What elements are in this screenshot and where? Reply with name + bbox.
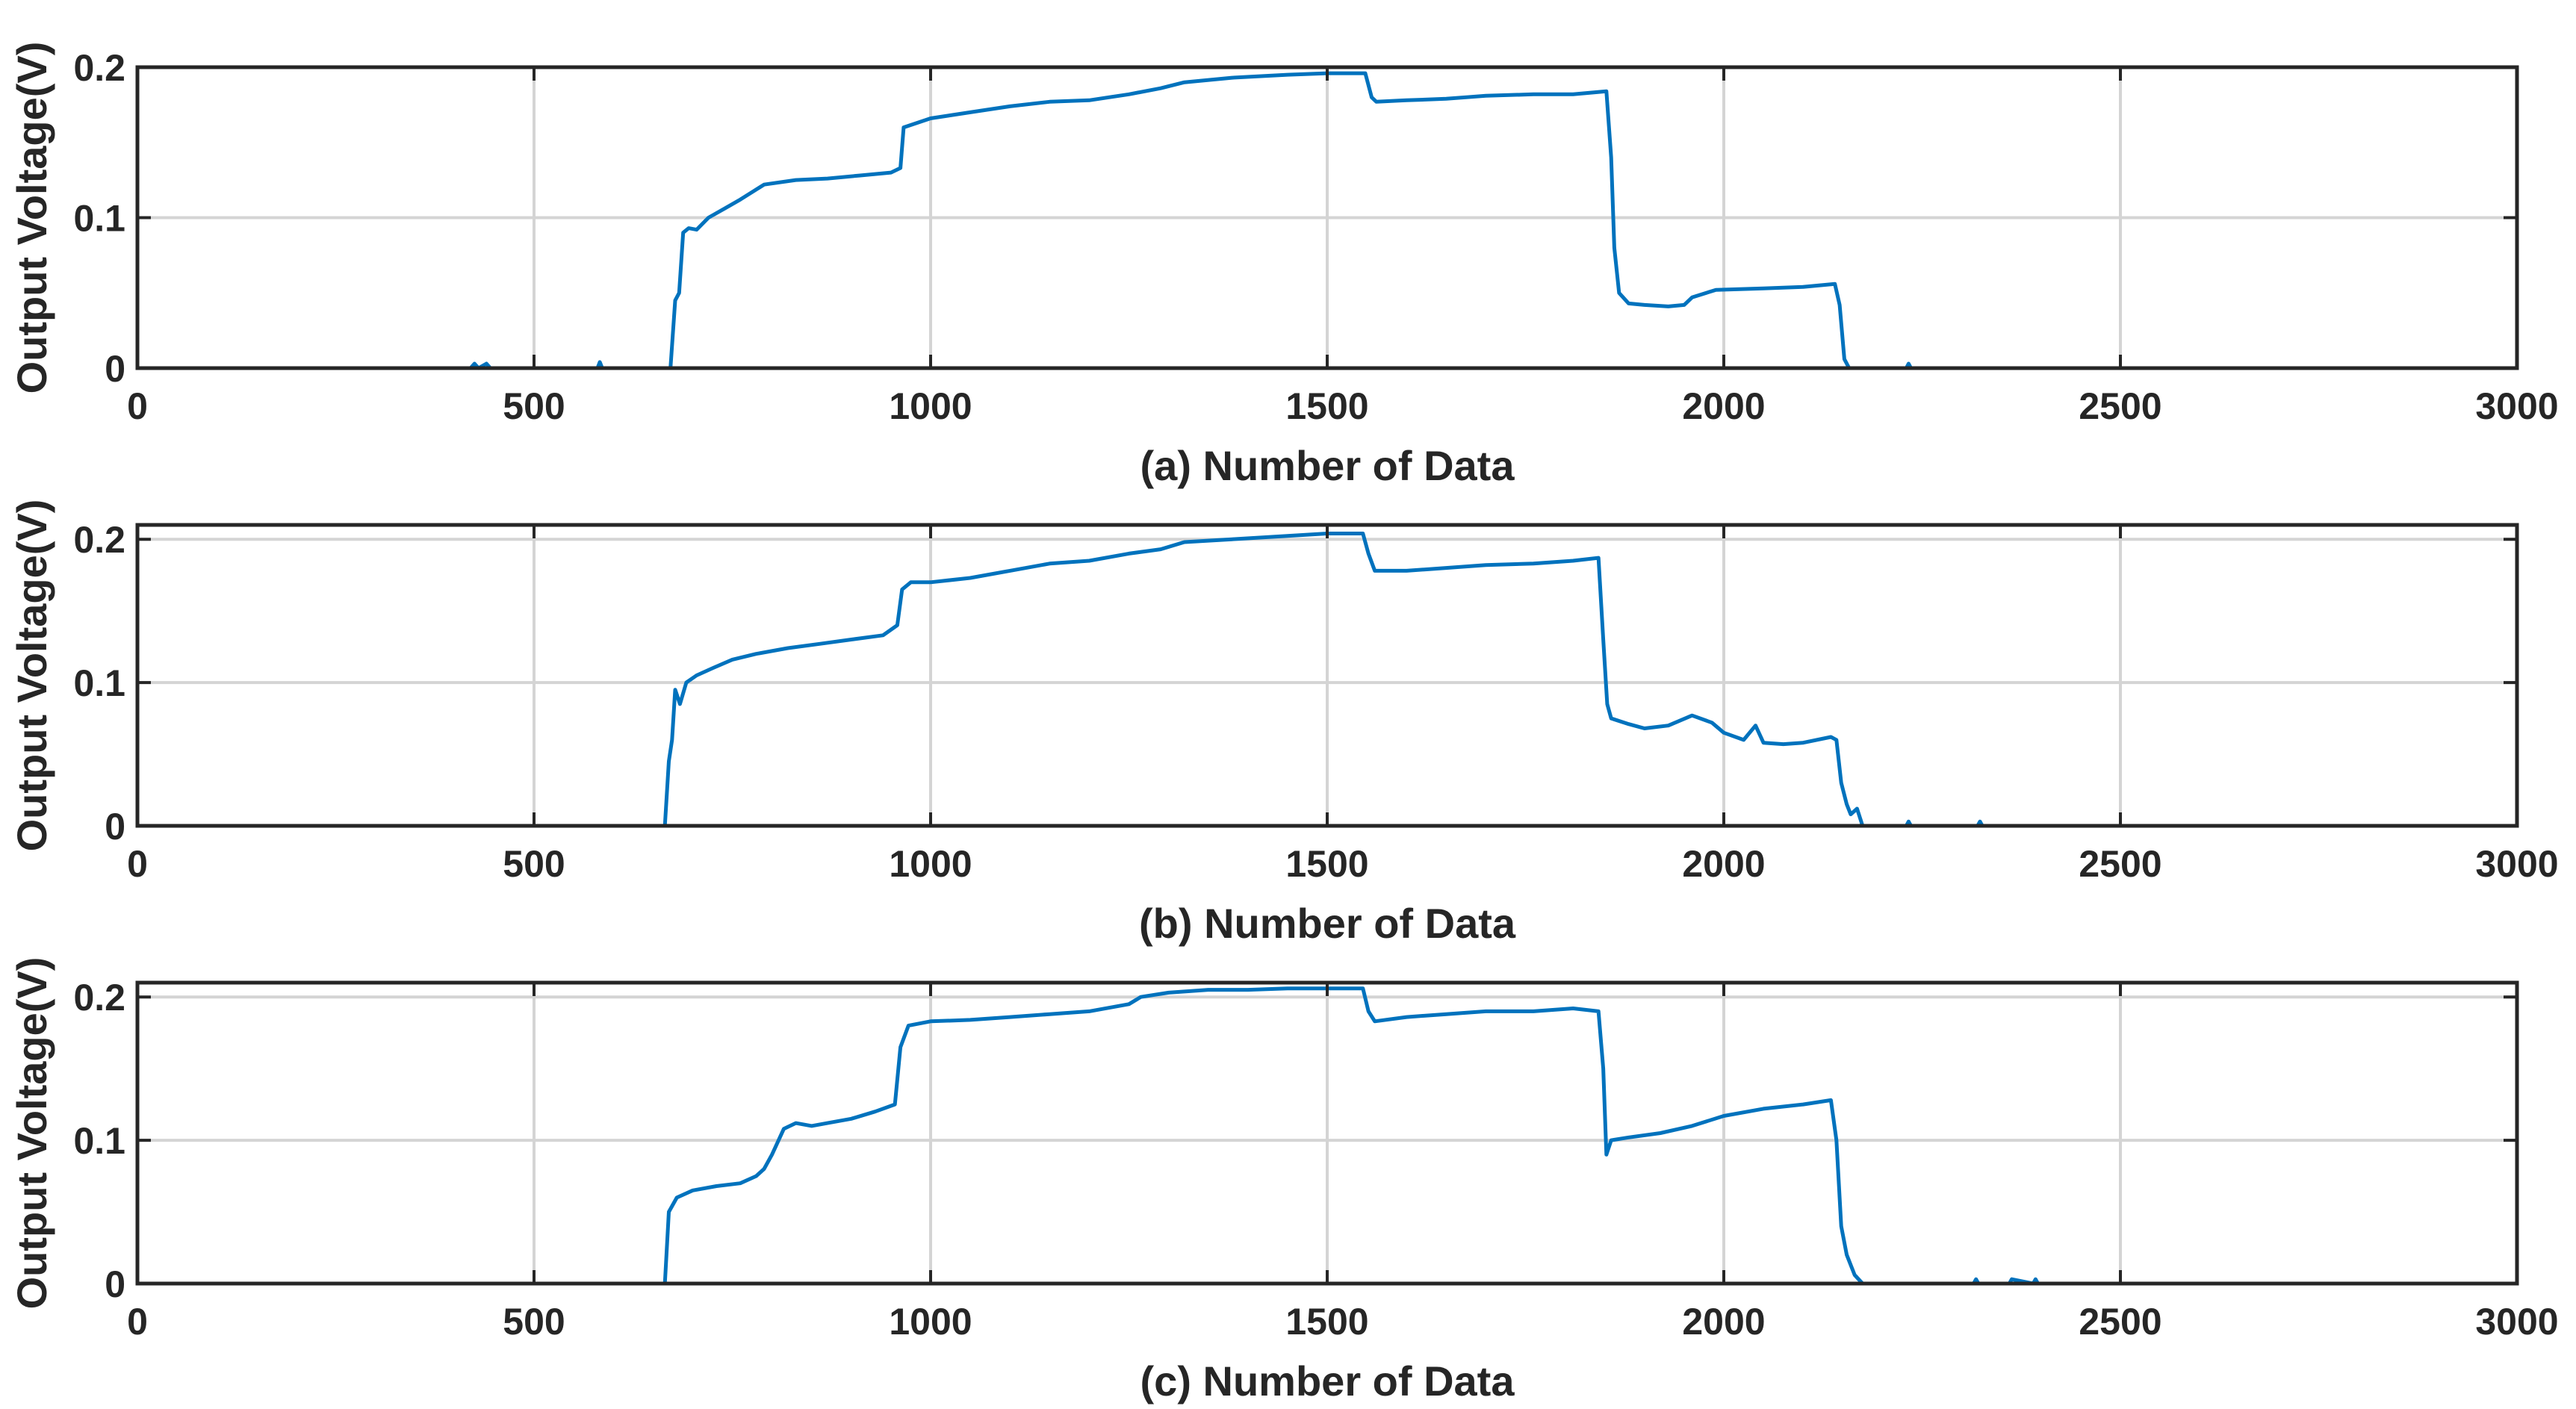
x-tick-label: 0 [127,1301,148,1343]
y-tick-label: 0 [105,348,125,390]
y-tick-label: 0 [105,806,125,847]
x-tick-label: 1500 [1285,385,1368,427]
x-axis-label-c: (c) Number of Data [1140,1357,1515,1405]
y-axis-label-b: Output Voltage(V) [8,500,55,852]
series-line-a [135,71,2241,370]
y-tick-label: 0.1 [73,662,125,704]
y-tick-label: 0.2 [73,519,125,561]
x-tick-label: 1500 [1285,1301,1368,1343]
x-axis-label-a: (a) Number of Data [1140,442,1515,489]
x-tick-label: 1000 [889,843,972,885]
x-tick-label: 2500 [2079,385,2161,427]
x-tick-label: 2000 [1682,843,1765,885]
y-tick-label: 0.2 [73,47,125,89]
x-axis-label-b: (b) Number of Data [1139,900,1516,947]
x-tick-label: 500 [503,1301,565,1343]
x-tick-label: 0 [127,385,148,427]
subplot-a: 0 500 1000 1500 2000 2500 3000 0 0.1 0.2 (a) Numbe… [8,42,2559,489]
y-axis-label-c: Output Voltage(V) [8,957,55,1310]
x-tick-label: 1000 [889,385,972,427]
series-line-b [135,532,2241,828]
x-tick-label: 1000 [889,1301,972,1343]
series-line-c [135,986,2226,1286]
x-tick-label: 0 [127,843,148,885]
subplot-b: 0 500 1000 1500 2000 2500 3000 0 0.1 0.2 (b) Numbe… [8,500,2559,947]
x-tick-label: 1500 [1285,843,1368,885]
x-tick-label: 2000 [1682,385,1765,427]
x-tick-label: 500 [503,385,565,427]
x-tick-label: 2500 [2079,1301,2161,1343]
x-tick-label: 3000 [2475,385,2558,427]
y-tick-label: 0.2 [73,977,125,1018]
x-tick-label: 3000 [2475,843,2558,885]
subplot-c: 0 500 1000 1500 2000 2500 3000 0 0.1 0.2 (c) Numbe… [8,957,2559,1405]
y-tick-label: 0 [105,1263,125,1305]
y-tick-label: 0.1 [73,1120,125,1162]
y-axis-label-a: Output Voltage(V) [8,42,55,394]
x-tick-label: 2500 [2079,843,2161,885]
y-tick-label: 0.1 [73,198,125,240]
x-tick-label: 500 [503,843,565,885]
x-tick-label: 2000 [1682,1301,1765,1343]
x-tick-label: 3000 [2475,1301,2558,1343]
